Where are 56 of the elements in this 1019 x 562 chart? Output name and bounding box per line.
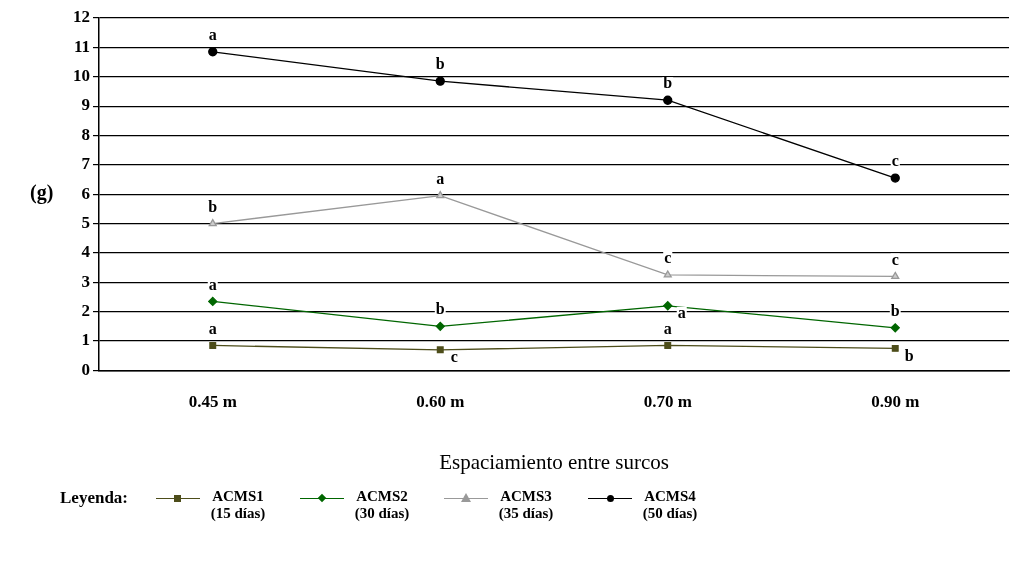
point — [663, 301, 673, 311]
legend-title: Leyenda: — [60, 488, 128, 508]
point — [208, 296, 218, 307]
point — [664, 341, 672, 349]
y-tick-label: 0 — [81, 359, 90, 379]
annotation: b — [663, 74, 673, 92]
y-tick-label: 3 — [81, 271, 90, 291]
point — [435, 76, 445, 86]
y-tick-label: 7 — [81, 154, 91, 174]
annotation: a — [677, 303, 686, 321]
y-tick-label: 2 — [81, 301, 90, 321]
point — [208, 47, 218, 57]
annotation: c — [450, 347, 458, 365]
legend-label: ACMS3 (35 días) — [497, 488, 555, 522]
annotation: b — [890, 301, 900, 319]
x-tick-label: 0.45 m — [188, 391, 237, 411]
y-axis-title: (g) — [30, 181, 54, 205]
point — [436, 346, 444, 354]
annotation: a — [663, 319, 672, 337]
y-tick-label: 10 — [73, 66, 90, 86]
point — [890, 323, 900, 333]
legend-label: ACMS4 (50 días) — [641, 488, 699, 522]
y-tick-label: 1 — [81, 330, 90, 350]
annotation: b — [435, 55, 445, 73]
x-tick-label: 0.90 m — [871, 391, 920, 411]
point — [891, 344, 899, 352]
x-tick-label: 0.70 m — [643, 391, 692, 411]
y-tick-label: 8 — [81, 124, 90, 144]
annotation: b — [208, 197, 218, 215]
point — [209, 341, 217, 349]
legend-label: ACMS1 (15 días) — [209, 488, 267, 522]
point — [890, 173, 900, 183]
annotation: a — [208, 319, 217, 337]
legend-label: ACMS2 (30 días) — [353, 488, 411, 522]
point — [663, 95, 673, 105]
point — [435, 321, 445, 331]
y-tick-label: 4 — [81, 242, 91, 262]
annotation: c — [891, 152, 899, 170]
annotation: c — [891, 250, 899, 268]
annotation: b — [904, 346, 914, 364]
point — [891, 271, 900, 280]
y-tick-label: 12 — [73, 7, 90, 27]
annotation: c — [664, 249, 672, 267]
x-tick-label: 0.60 m — [416, 391, 465, 411]
y-tick-label: 6 — [81, 183, 90, 203]
y-tick-label: 5 — [81, 212, 90, 232]
point — [663, 270, 672, 278]
annotation: a — [208, 275, 217, 293]
y-tick-label: 11 — [73, 36, 90, 56]
annotation: a — [436, 169, 445, 187]
y-tick-label: 9 — [81, 95, 90, 115]
point — [208, 218, 217, 227]
annotation: a — [208, 25, 217, 43]
point — [436, 191, 445, 199]
x-axis-title: Espaciamiento entre surcos — [439, 449, 669, 474]
annotation: b — [435, 300, 445, 318]
